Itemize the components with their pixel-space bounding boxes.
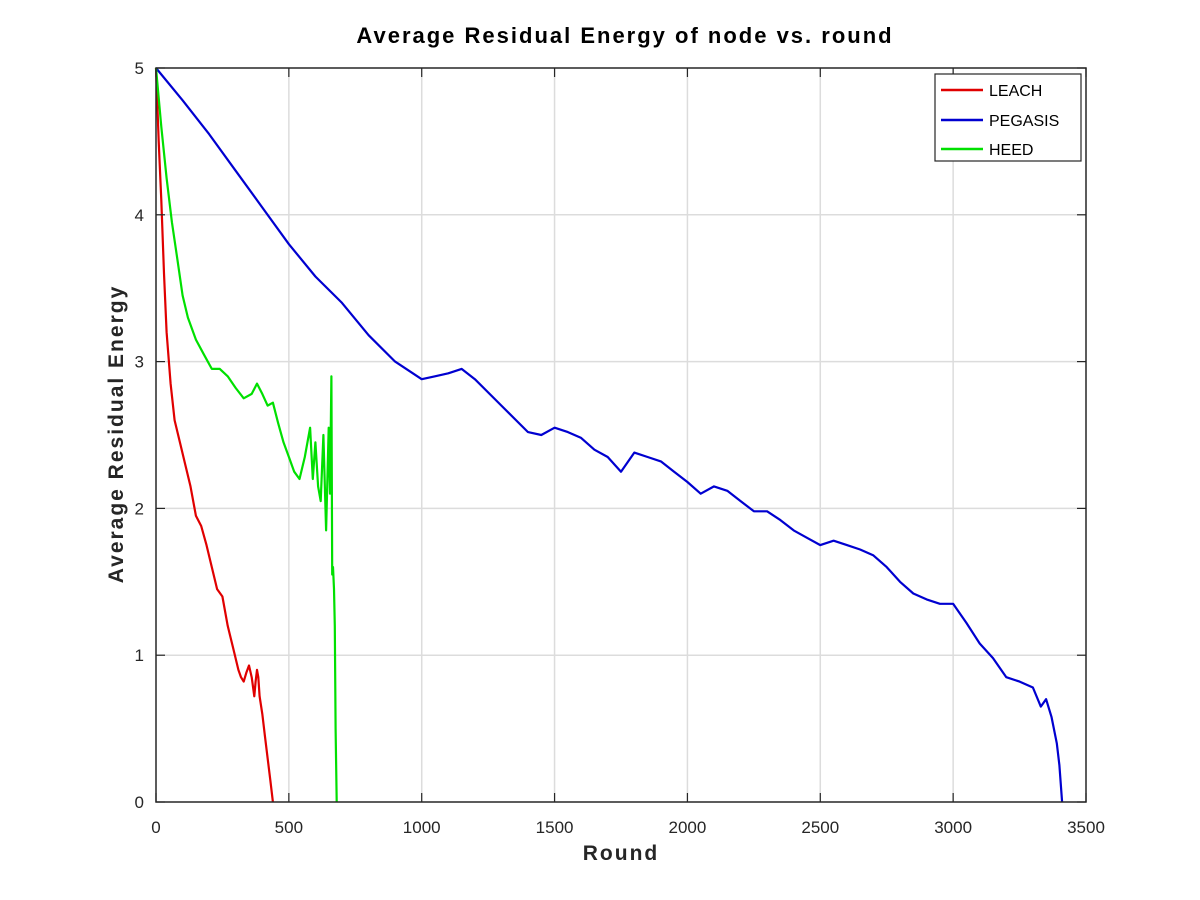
y-tick-label: 4 xyxy=(135,206,144,225)
legend-box xyxy=(934,73,1082,162)
series-line-heed xyxy=(154,67,338,803)
series-line-pegasis xyxy=(155,67,1064,803)
axes xyxy=(155,67,1087,803)
x-tick-label: 3500 xyxy=(1067,818,1105,837)
y-tick-label: 3 xyxy=(135,353,144,372)
legend-label-heed: HEED xyxy=(989,142,1033,159)
x-tick-label: 1500 xyxy=(536,818,574,837)
legend-label-pegasis: PEGASIS xyxy=(989,113,1059,130)
axes-box xyxy=(155,67,1087,803)
legend-label-leach: LEACH xyxy=(989,83,1042,100)
grid xyxy=(156,68,1086,802)
x-tick-label: 3000 xyxy=(934,818,972,837)
x-tick-label: 1000 xyxy=(403,818,441,837)
x-tick-label: 2000 xyxy=(669,818,707,837)
series-layer xyxy=(154,67,1064,803)
y-tick-label: 2 xyxy=(135,499,144,518)
chart-title: Average Residual Energy of node vs. roun… xyxy=(356,23,893,48)
x-tick-label: 2500 xyxy=(801,818,839,837)
legend: LEACH PEGASIS HEED xyxy=(934,73,1082,162)
plot-area xyxy=(156,68,1086,802)
y-tick-label: 5 xyxy=(135,59,144,78)
series-line-leach xyxy=(154,67,274,803)
x-tick-label: 0 xyxy=(151,818,160,837)
y-axis-label: Average Residual Energy xyxy=(105,285,128,584)
x-tick-label: 500 xyxy=(275,818,303,837)
ticks: 0 500 1000 1500 2000 2500 3000 3500 0 1 2 3 4 5 xyxy=(135,59,1105,837)
y-tick-label: 1 xyxy=(135,646,144,665)
y-tick-label: 0 xyxy=(135,793,144,812)
x-axis-label: Round xyxy=(583,842,659,865)
